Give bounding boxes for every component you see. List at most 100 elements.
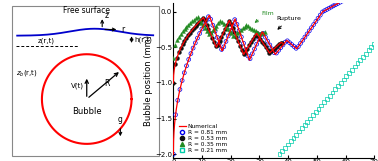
R = 0.53 mm [256,35,262,37]
R = 0.53 mm [242,50,248,53]
R = 0.21 mm [277,153,283,156]
R = 0.53 mm [191,27,197,29]
Text: z: z [104,11,108,20]
R = 0.21 mm [318,104,324,107]
R = 0.53 mm [220,32,226,34]
R = 0.35 mm [257,33,263,35]
R = 0.35 mm [195,15,201,18]
R = 0.81 mm [225,35,231,37]
R = 0.81 mm [302,36,308,38]
R = 0.53 mm [206,28,212,30]
R = 0.53 mm [215,43,221,46]
R = 0.35 mm [189,20,195,23]
R = 0.53 mm [211,41,217,43]
R = 0.35 mm [217,20,223,22]
R = 0.53 mm [189,29,195,32]
R = 0.81 mm [179,79,185,82]
R = 0.35 mm [204,30,210,33]
R = 0.21 mm [338,81,344,84]
R = 0.81 mm [311,23,317,26]
R = 0.35 mm [215,22,222,24]
R = 0.21 mm [296,130,302,133]
R = 0.53 mm [217,39,223,42]
R = 0.53 mm [261,43,267,46]
R = 0.53 mm [174,56,180,59]
R = 0.81 mm [254,43,260,45]
R = 0.81 mm [232,18,238,21]
R = 0.81 mm [177,88,183,91]
R = 0.53 mm [224,24,230,27]
R = 0.21 mm [360,56,366,58]
R = 0.53 mm [180,43,186,46]
R = 0.81 mm [218,48,225,51]
R = 0.81 mm [267,44,273,46]
R = 0.81 mm [170,153,177,156]
R = 0.81 mm [205,15,211,18]
R = 0.53 mm [226,20,232,23]
R = 0.21 mm [324,98,330,100]
R = 0.21 mm [290,137,296,139]
R = 0.81 mm [337,1,343,4]
R = 0.81 mm [326,7,332,9]
R = 0.81 mm [229,24,235,26]
R = 0.81 mm [315,17,321,19]
R = 0.21 mm [307,117,313,120]
R = 0.53 mm [277,42,284,44]
R = 0.53 mm [250,38,256,41]
R = 0.81 mm [212,30,218,33]
R = 0.35 mm [260,32,266,34]
R = 0.21 mm [304,120,310,123]
R = 0.21 mm [299,127,305,130]
R = 0.53 mm [263,46,269,49]
R = 0.35 mm [181,28,187,30]
R = 0.21 mm [316,108,322,110]
R = 0.53 mm [233,35,239,38]
R = 0.35 mm [262,31,268,34]
R = 0.35 mm [170,57,177,59]
R = 0.53 mm [248,41,254,44]
R = 0.81 mm [188,52,194,55]
R = 0.53 mm [252,35,258,38]
R = 0.81 mm [258,33,264,36]
R = 0.53 mm [202,19,208,22]
R = 0.81 mm [335,2,341,5]
R = 0.35 mm [238,29,244,31]
Text: Free surface: Free surface [63,6,110,15]
R = 0.35 mm [230,34,236,37]
R = 0.21 mm [355,62,361,65]
R = 0.35 mm [251,29,257,32]
R = 0.81 mm [208,18,214,20]
R = 0.21 mm [366,49,372,52]
R = 0.81 mm [282,41,288,43]
R = 0.35 mm [223,25,229,28]
R = 0.81 mm [234,23,240,26]
R = 0.35 mm [228,32,234,35]
R = 0.81 mm [271,51,277,54]
R = 0.81 mm [245,55,251,57]
R = 0.53 mm [268,50,274,53]
R = 0.21 mm [349,69,355,71]
R = 0.81 mm [236,29,242,32]
Legend: Numerical, R = 0.81 mm, R = 0.53 mm, R = 0.35 mm, R = 0.21 mm: Numerical, R = 0.81 mm, R = 0.53 mm, R =… [178,123,228,153]
R = 0.21 mm [343,75,349,78]
R = 0.81 mm [238,36,244,38]
R = 0.81 mm [328,6,334,8]
R = 0.81 mm [330,5,336,7]
R = 0.53 mm [187,32,193,34]
R = 0.81 mm [269,47,275,50]
R = 0.53 mm [266,52,273,54]
R = 0.81 mm [276,49,282,52]
R = 0.35 mm [180,30,186,33]
R = 0.21 mm [369,46,375,48]
R = 0.81 mm [214,36,220,39]
Text: $z_b$(r,t): $z_b$(r,t) [15,68,37,78]
R = 0.53 mm [265,49,271,52]
R = 0.35 mm [187,22,193,24]
R = 0.81 mm [247,57,253,60]
R = 0.81 mm [262,36,268,38]
R = 0.81 mm [175,99,181,102]
R = 0.35 mm [219,21,225,23]
R = 0.53 mm [239,49,245,51]
R = 0.21 mm [363,52,369,55]
R = 0.35 mm [245,25,251,28]
